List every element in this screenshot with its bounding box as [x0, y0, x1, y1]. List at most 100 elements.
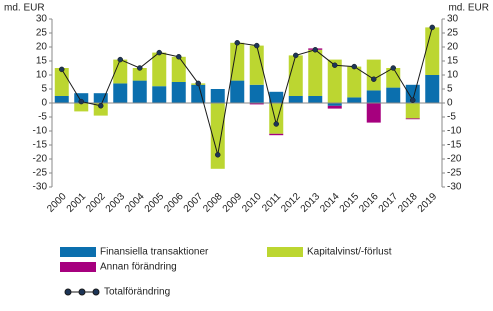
- bar: [288, 96, 303, 103]
- bar: [113, 59, 128, 84]
- x-tick-label: 2006: [162, 191, 186, 215]
- y-tick-label: -25: [33, 168, 48, 179]
- bar: [74, 93, 89, 103]
- line-marker: [59, 66, 65, 73]
- line-marker: [371, 76, 377, 82]
- line-marker: [156, 49, 162, 56]
- y-tick-label: -20: [33, 154, 48, 165]
- bar: [347, 97, 362, 103]
- line-marker: [137, 65, 143, 71]
- x-tick-label: 2001: [65, 191, 89, 215]
- line-marker: [390, 65, 396, 71]
- line-marker: [176, 54, 182, 60]
- bar: [327, 59, 342, 103]
- legend-label: Annan förändring: [100, 262, 177, 273]
- y2-tick-label: -25: [447, 168, 462, 179]
- legend-marker: [92, 288, 100, 296]
- line-marker: [332, 62, 338, 68]
- line-marker: [78, 98, 84, 105]
- bar: [171, 56, 186, 82]
- bar: [249, 84, 264, 103]
- y2-tick-label: -15: [447, 140, 462, 151]
- y2-tick-label: -5: [447, 112, 456, 123]
- bar: [366, 103, 381, 123]
- y2-tick-label: 0: [447, 98, 453, 109]
- bar: [366, 90, 381, 103]
- line-marker: [429, 24, 435, 31]
- x-tick-label: 2005: [143, 191, 167, 215]
- bar: [347, 66, 362, 98]
- x-tick-label: 2010: [240, 191, 264, 215]
- y2-tick-label: 25: [447, 28, 459, 39]
- y-tick-label: 25: [36, 28, 48, 39]
- line-marker: [351, 63, 357, 70]
- x-tick-label: 2016: [357, 191, 381, 215]
- legend-label: Kapitalvinst/-förlust: [307, 247, 392, 258]
- y-tick-label: -15: [33, 140, 48, 151]
- bar: [308, 49, 323, 96]
- bar: [152, 52, 167, 87]
- y2-tick-label: 15: [447, 56, 459, 67]
- bar: [93, 103, 108, 116]
- bar: [54, 96, 69, 103]
- x-tick-label: 2009: [221, 191, 245, 215]
- x-tick-label: 2011: [260, 191, 283, 214]
- line-marker: [312, 47, 318, 53]
- y-tick-label: -30: [33, 182, 48, 193]
- x-tick-label: 2003: [104, 191, 128, 215]
- bar: [327, 103, 342, 106]
- bar: [132, 68, 147, 81]
- bar: [249, 103, 264, 105]
- bar: [425, 27, 440, 75]
- bar: [288, 55, 303, 96]
- bar: [54, 68, 69, 96]
- x-tick-label: 2018: [396, 191, 420, 215]
- y-tick-label: 30: [36, 14, 48, 25]
- y2-tick-label: 30: [447, 14, 459, 25]
- line-marker: [195, 80, 201, 87]
- legend-label: Totalförändring: [104, 287, 170, 298]
- line-marker: [117, 56, 123, 63]
- legend-marker: [64, 288, 72, 296]
- y-tick-label: 5: [41, 84, 47, 95]
- y-tick-label: 20: [36, 42, 48, 53]
- bar: [269, 91, 284, 103]
- y2-tick-label: 5: [447, 84, 453, 95]
- line-marker: [215, 152, 221, 158]
- y2-tick-label: -20: [447, 154, 462, 165]
- bar: [230, 80, 245, 103]
- legend-label: Finansiella transaktioner: [100, 247, 209, 258]
- y2-axis-label: md. EUR: [448, 3, 489, 14]
- bar: [171, 82, 186, 103]
- x-tick-label: 2014: [318, 191, 342, 215]
- x-tick-label: 2004: [123, 191, 147, 215]
- bar: [425, 75, 440, 103]
- y2-tick-label: -10: [447, 126, 462, 137]
- line-marker: [273, 121, 279, 127]
- x-tick-label: 2007: [182, 191, 206, 215]
- bar: [132, 80, 147, 103]
- bar: [113, 83, 128, 103]
- bar: [366, 59, 381, 91]
- y-tick-label: -5: [38, 112, 47, 123]
- x-tick-label: 2019: [416, 191, 440, 215]
- line-marker: [410, 97, 416, 103]
- legend-marker: [78, 288, 86, 296]
- bar: [93, 93, 108, 103]
- bar: [386, 87, 401, 103]
- y-tick-label: 10: [36, 70, 48, 81]
- legend-swatch: [60, 262, 96, 272]
- x-tick-label: 2017: [377, 191, 401, 215]
- y2-tick-label: 20: [447, 42, 459, 53]
- x-tick-label: 2008: [201, 191, 225, 215]
- line-marker: [98, 103, 104, 109]
- y-tick-label: -10: [33, 126, 48, 137]
- x-tick-label: 2015: [338, 191, 362, 215]
- bar: [210, 103, 225, 169]
- bar: [74, 103, 89, 112]
- legend-swatch: [267, 247, 303, 257]
- bar: [405, 103, 420, 119]
- bar: [405, 118, 420, 120]
- y2-tick-label: -30: [447, 182, 462, 193]
